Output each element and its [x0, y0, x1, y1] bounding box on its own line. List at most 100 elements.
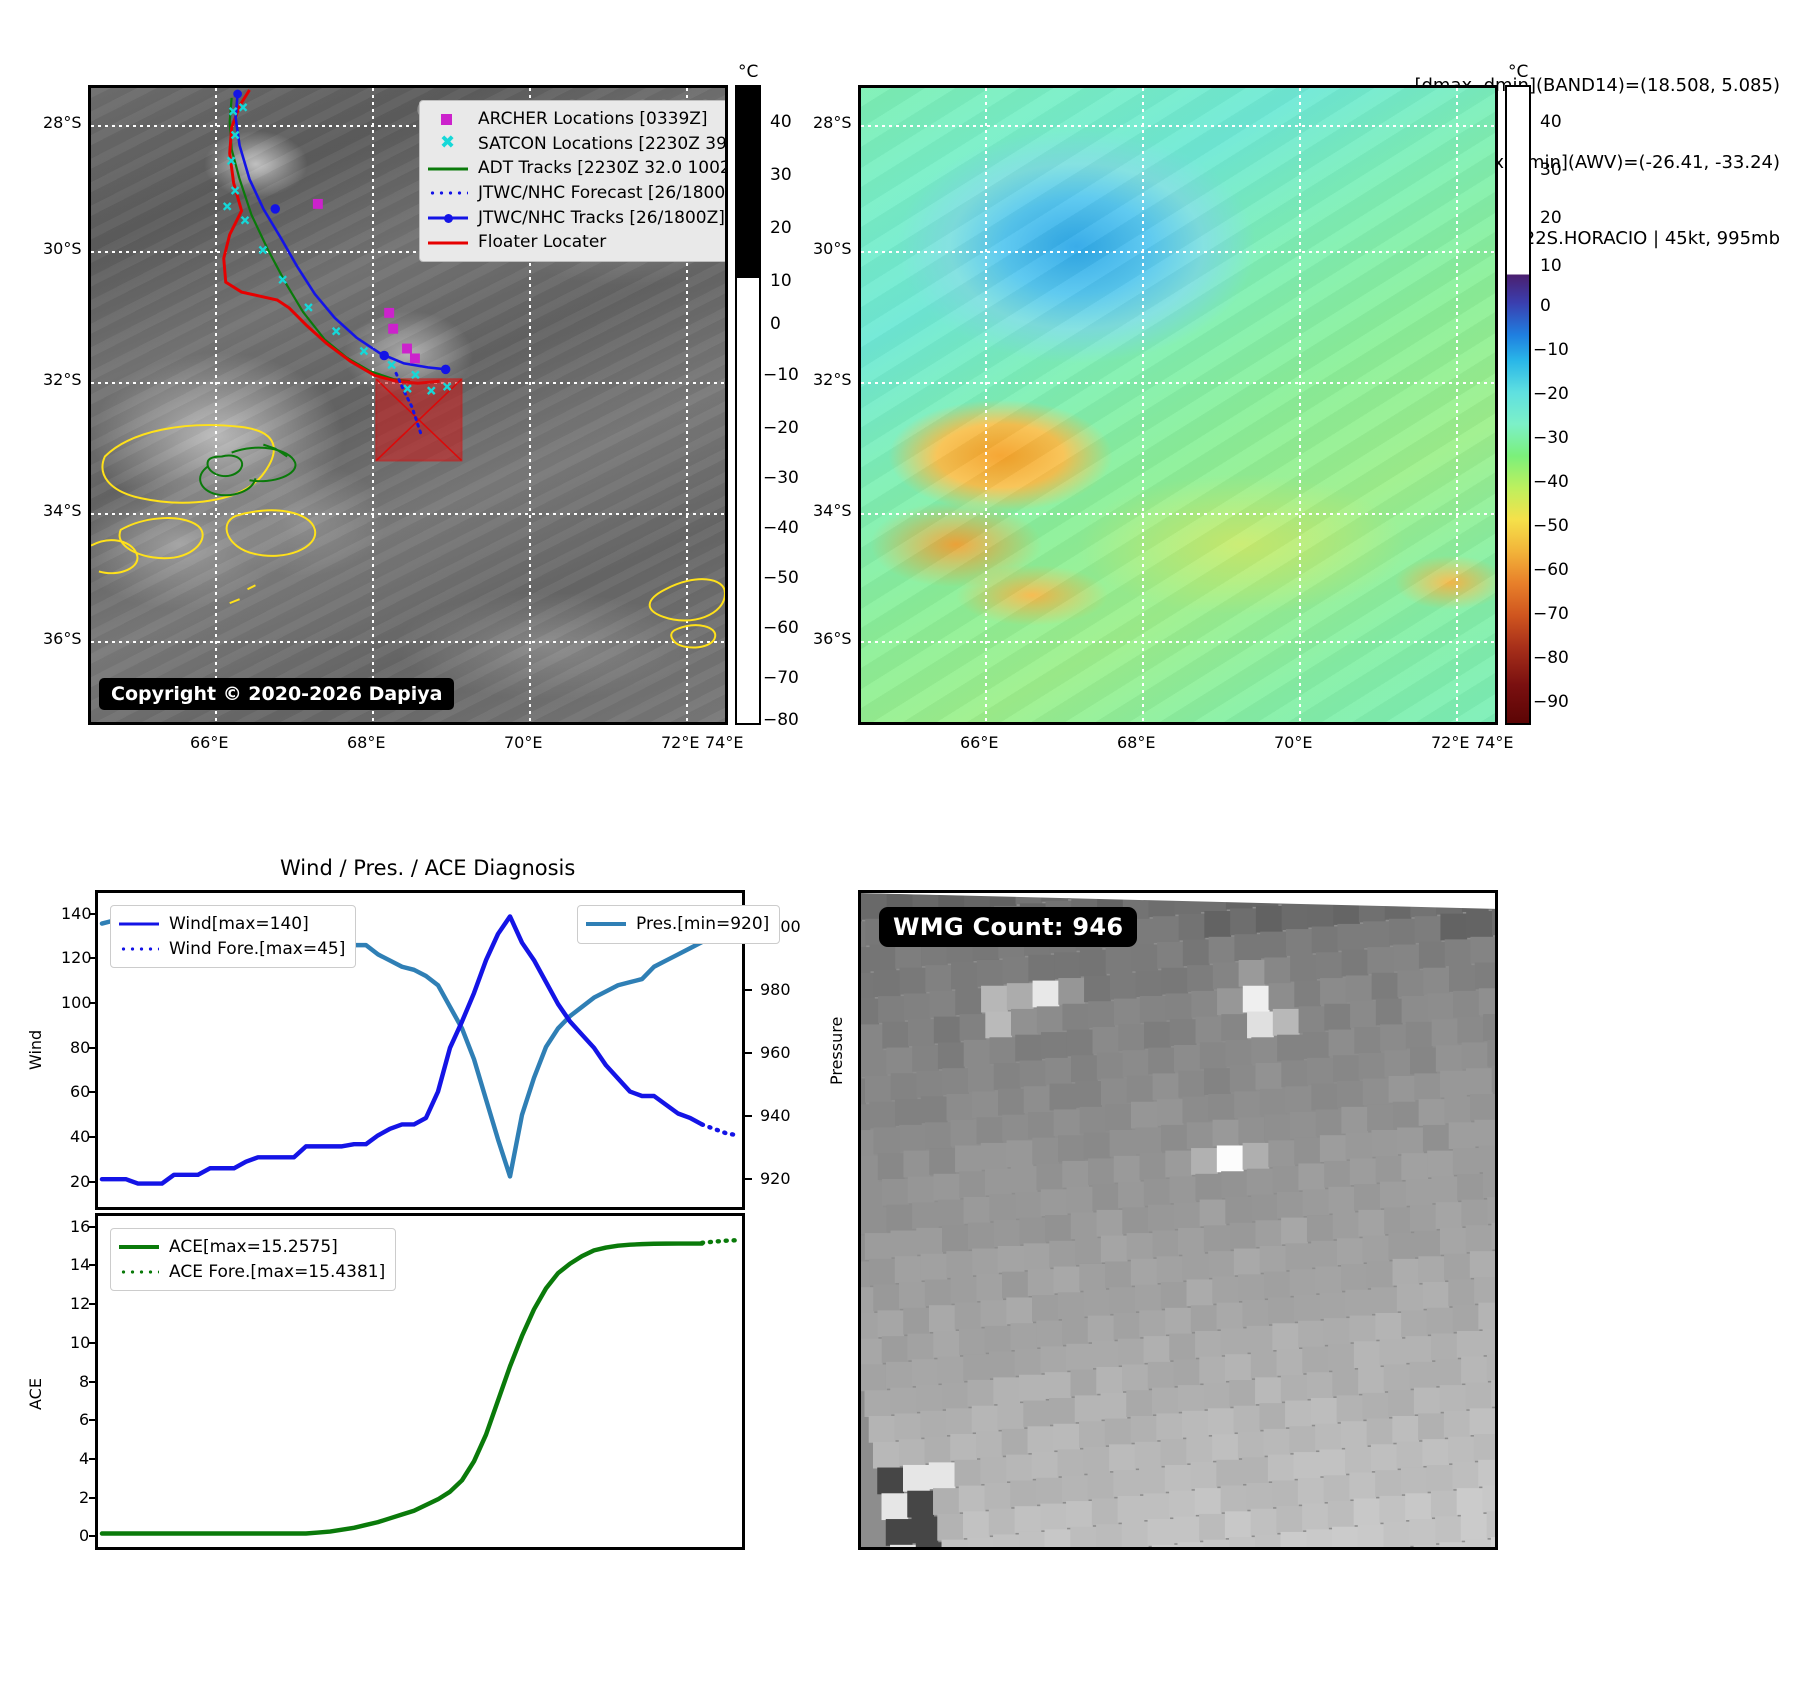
ace-ytick: 4 [79, 1448, 90, 1468]
legend-item-ace-forecast[interactable]: ACE Fore.[max=15.4381] [119, 1260, 385, 1285]
ace-legend[interactable]: ACE[max=15.2575] ACE Fore.[max=15.4381] [110, 1228, 397, 1292]
ir-cb-tick: −80 [763, 710, 799, 730]
wind-legend[interactable]: Wind[max=140] Wind Fore.[max=45] [110, 905, 357, 969]
pressure-axis-label: Pressure [827, 1016, 846, 1085]
legend-item-archer[interactable]: ARCHER Locations [0339Z] [428, 107, 725, 132]
awv-colorbar [1505, 85, 1531, 725]
legend-item-adt[interactable]: ADT Tracks [2230Z 32.0 1002.7] [428, 156, 728, 181]
jtwc-line-dot-icon [428, 210, 468, 226]
legend-item-jtwc-forecast[interactable]: JTWC/NHC Forecast [26/1800Z] [428, 181, 725, 206]
legend-label: ADT Tracks [2230Z 32.0 1002.7] [478, 158, 728, 179]
awv-cb-tick: 40 [1540, 112, 1562, 132]
ace-forecast-dotted-icon [119, 1264, 159, 1280]
wind-ytick: 100 [61, 993, 92, 1013]
wind-ytick-mark [89, 1180, 96, 1183]
wind-ytick: 60 [70, 1082, 91, 1102]
legend-item-jtwc-tracks[interactable]: JTWC/NHC Tracks [26/1800Z] [428, 206, 725, 231]
awv-ytick: 34°S [813, 501, 852, 520]
wind-ytick-mark [89, 1046, 96, 1049]
awv-gridline-lon [1142, 88, 1144, 722]
ace-ytick-mark [89, 1419, 96, 1422]
ace-ytick: 10 [70, 1332, 91, 1352]
awv-imagery [861, 88, 1495, 722]
legend-item-wind-forecast[interactable]: Wind Fore.[max=45] [119, 937, 345, 962]
ace-ytick: 16 [70, 1216, 91, 1236]
ace-ytick-mark [89, 1341, 96, 1344]
awv-satellite-image[interactable] [858, 85, 1498, 725]
pressure-line-icon [586, 916, 626, 932]
ir-gridline-lat [91, 513, 725, 515]
ir-gridline-lat [91, 251, 725, 253]
awv-cb-tick: −70 [1533, 604, 1569, 624]
diagnosis-title: Wind / Pres. / ACE Diagnosis [280, 856, 576, 880]
ace-ytick: 6 [79, 1410, 90, 1430]
ir-cb-tick: 20 [770, 218, 792, 238]
awv-ytick: 36°S [813, 629, 852, 648]
awv-cb-tick: 30 [1540, 160, 1562, 180]
ir-track-overlay [91, 89, 725, 649]
ir-satellite-image[interactable]: © EUMETSAT 2026 Copyright © 2020-2026 Da… [88, 85, 728, 725]
wind-ytick-mark [89, 1002, 96, 1005]
ir-xtick: 66°E [190, 733, 229, 752]
legend-item-pressure[interactable]: Pres.[min=920] [586, 912, 769, 937]
ir-gridline-lat [91, 125, 725, 127]
legend-item-floater[interactable]: Floater Locater [428, 230, 725, 255]
ir-ytick: 28°S [43, 113, 82, 132]
ace-ytick-mark [89, 1225, 96, 1228]
awv-texture [861, 88, 1495, 722]
ir-colorbar-unit: °C [738, 62, 759, 82]
awv-gridline-lat [861, 125, 1495, 127]
awv-cb-tick: −90 [1533, 692, 1569, 712]
awv-cb-tick: 10 [1540, 256, 1562, 276]
ace-line-icon [119, 1239, 159, 1255]
awv-gridline-lat [861, 382, 1495, 384]
awv-gridline-lon [1456, 88, 1458, 722]
pressure-ytick-mark [745, 1052, 752, 1055]
wind-ytick-mark [89, 912, 96, 915]
ir-cb-tick: −30 [763, 468, 799, 488]
awv-cb-tick: −50 [1533, 516, 1569, 536]
wind-ytick: 80 [70, 1037, 91, 1057]
wind-ytick: 120 [61, 948, 92, 968]
ir-cb-tick: −10 [763, 365, 799, 385]
ace-ytick: 0 [79, 1526, 90, 1546]
ace-ytick-mark [89, 1264, 96, 1267]
legend-label: ACE[max=15.2575] [169, 1237, 338, 1257]
legend-item-wind[interactable]: Wind[max=140] [119, 912, 345, 937]
wmg-count-badge: WMG Count: 946 [879, 907, 1138, 947]
legend-item-ace[interactable]: ACE[max=15.2575] [119, 1235, 385, 1260]
wmg-microwave-image[interactable]: WMG Count: 946 [858, 890, 1498, 1550]
floater-line-icon [428, 235, 468, 251]
awv-ytick: 32°S [813, 370, 852, 389]
legend-label: ARCHER Locations [0339Z] [478, 109, 708, 129]
awv-ytick: 30°S [813, 239, 852, 258]
ir-gridline-lat [91, 641, 725, 643]
legend-label: SATCON Locations [2230Z 39 1000] [478, 133, 727, 154]
archer-marker-icon [428, 111, 468, 127]
pressure-legend[interactable]: Pres.[min=920] [577, 905, 781, 944]
ir-xtick: 72°E [661, 733, 700, 752]
ir-ytick: 36°S [43, 629, 82, 648]
ir-legend[interactable]: ARCHER Locations [0339Z] ✖ SATCON Locati… [419, 100, 728, 262]
ir-cb-tick: 10 [770, 271, 792, 291]
awv-cb-tick: −30 [1533, 428, 1569, 448]
ace-ytick-mark [89, 1496, 96, 1499]
wind-line-icon [119, 916, 159, 932]
wmg-pixel-grid [861, 893, 1495, 1547]
ir-cb-tick: −60 [763, 618, 799, 638]
awv-cb-tick: 20 [1540, 208, 1562, 228]
ace-ytick: 8 [79, 1371, 90, 1391]
ir-cb-tick: 40 [770, 112, 792, 132]
ir-ytick: 30°S [43, 239, 82, 258]
satcon-marker-icon: ✖ [440, 131, 456, 153]
pressure-ytick-mark [745, 1177, 752, 1180]
ace-ytick: 2 [79, 1487, 90, 1507]
legend-item-satcon[interactable]: ✖ SATCON Locations [2230Z 39 1000] [428, 131, 727, 157]
pressure-ytick: 980 [760, 980, 791, 1000]
wind-ytick-mark [89, 1091, 96, 1094]
awv-gridline-lat [861, 641, 1495, 643]
pressure-ytick: 940 [760, 1106, 791, 1125]
legend-label: Pres.[min=920] [636, 914, 770, 934]
awv-xtick: 70°E [1274, 733, 1313, 752]
ir-gridline-lon [529, 88, 531, 722]
